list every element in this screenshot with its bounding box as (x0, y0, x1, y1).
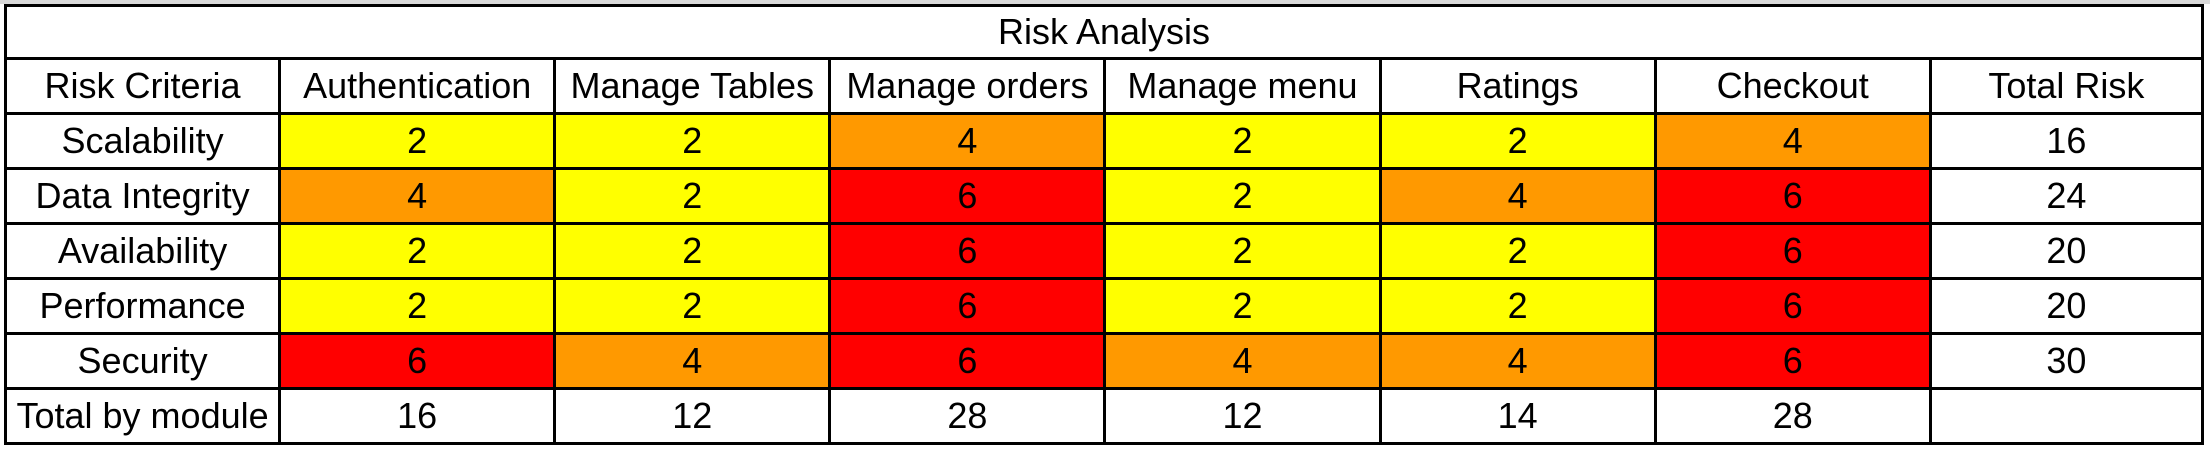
risk-score-cell[interactable]: 6 (1653, 222, 1932, 280)
table-row: Scalability 2 2 4 2 2 4 16 (3, 112, 2205, 170)
risk-score-cell[interactable]: 4 (828, 112, 1107, 170)
risk-criterion-label[interactable]: Availability (3, 222, 282, 280)
risk-score-cell[interactable]: 2 (553, 222, 832, 280)
table-title[interactable]: Risk Analysis (4, 4, 2204, 60)
spreadsheet: Risk Analysis Risk Criteria Authenticati… (3, 4, 2205, 445)
risk-score-cell[interactable]: 6 (1653, 277, 1932, 335)
risk-score-cell[interactable]: 2 (1103, 167, 1382, 225)
risk-criterion-label[interactable]: Security (3, 332, 282, 390)
header-module-manage-orders[interactable]: Manage orders (828, 57, 1107, 115)
risk-score-cell[interactable]: 2 (1378, 112, 1657, 170)
header-risk-criteria[interactable]: Risk Criteria (3, 57, 282, 115)
risk-score-cell[interactable]: 6 (828, 167, 1107, 225)
risk-criterion-label[interactable]: Data Integrity (3, 167, 282, 225)
module-total-cell[interactable]: 14 (1378, 387, 1657, 445)
header-row: Risk Criteria Authentication Manage Tabl… (3, 57, 2205, 115)
footer-empty-cell[interactable] (1928, 387, 2205, 445)
risk-score-cell[interactable]: 4 (553, 332, 832, 390)
table-row: Performance 2 2 6 2 2 6 20 (3, 277, 2205, 335)
risk-score-cell[interactable]: 6 (1653, 167, 1932, 225)
header-module-manage-menu[interactable]: Manage menu (1103, 57, 1382, 115)
risk-score-cell[interactable]: 2 (553, 277, 832, 335)
risk-score-cell[interactable]: 6 (278, 332, 557, 390)
total-risk-cell[interactable]: 20 (1928, 277, 2205, 335)
risk-score-cell[interactable]: 2 (1378, 277, 1657, 335)
risk-score-cell[interactable]: 6 (828, 277, 1107, 335)
header-module-manage-tables[interactable]: Manage Tables (553, 57, 832, 115)
risk-score-cell[interactable]: 2 (553, 112, 832, 170)
header-module-ratings[interactable]: Ratings (1378, 57, 1657, 115)
risk-score-cell[interactable]: 2 (278, 277, 557, 335)
title-row: Risk Analysis (4, 4, 2204, 60)
risk-score-cell[interactable]: 4 (278, 167, 557, 225)
table-row: Security 6 4 6 4 4 6 30 (3, 332, 2205, 390)
risk-score-cell[interactable]: 2 (1103, 277, 1382, 335)
module-total-cell[interactable]: 28 (828, 387, 1107, 445)
total-risk-cell[interactable]: 30 (1928, 332, 2205, 390)
module-total-cell[interactable]: 28 (1653, 387, 1932, 445)
risk-score-cell[interactable]: 6 (828, 222, 1107, 280)
total-risk-cell[interactable]: 16 (1928, 112, 2205, 170)
table-row: Availability 2 2 6 2 2 6 20 (3, 222, 2205, 280)
risk-score-cell[interactable]: 4 (1103, 332, 1382, 390)
risk-score-cell[interactable]: 2 (1103, 222, 1382, 280)
risk-score-cell[interactable]: 4 (1378, 167, 1657, 225)
risk-score-cell[interactable]: 2 (278, 112, 557, 170)
header-module-checkout[interactable]: Checkout (1653, 57, 1932, 115)
header-module-authentication[interactable]: Authentication (278, 57, 557, 115)
risk-score-cell[interactable]: 4 (1653, 112, 1932, 170)
footer-label[interactable]: Total by module (3, 387, 282, 445)
risk-score-cell[interactable]: 4 (1378, 332, 1657, 390)
risk-score-cell[interactable]: 2 (553, 167, 832, 225)
sheet-top-edge (0, 0, 2210, 4)
risk-score-cell[interactable]: 2 (278, 222, 557, 280)
total-risk-cell[interactable]: 24 (1928, 167, 2205, 225)
module-total-cell[interactable]: 16 (278, 387, 557, 445)
module-total-cell[interactable]: 12 (553, 387, 832, 445)
risk-score-cell[interactable]: 2 (1103, 112, 1382, 170)
risk-score-cell[interactable]: 6 (828, 332, 1107, 390)
risk-score-cell[interactable]: 2 (1378, 222, 1657, 280)
risk-score-cell[interactable]: 6 (1653, 332, 1932, 390)
risk-analysis-table: Risk Analysis Risk Criteria Authenticati… (3, 4, 2205, 445)
risk-criterion-label[interactable]: Scalability (3, 112, 282, 170)
risk-criterion-label[interactable]: Performance (3, 277, 282, 335)
total-risk-cell[interactable]: 20 (1928, 222, 2205, 280)
module-total-cell[interactable]: 12 (1103, 387, 1382, 445)
table-row: Data Integrity 4 2 6 2 4 6 24 (3, 167, 2205, 225)
footer-row: Total by module 16 12 28 12 14 28 (3, 387, 2205, 445)
header-total-risk[interactable]: Total Risk (1928, 57, 2205, 115)
risk-rows: Scalability 2 2 4 2 2 4 16 Data Integrity 4 2 6 2 4 6 2… (3, 112, 2205, 390)
